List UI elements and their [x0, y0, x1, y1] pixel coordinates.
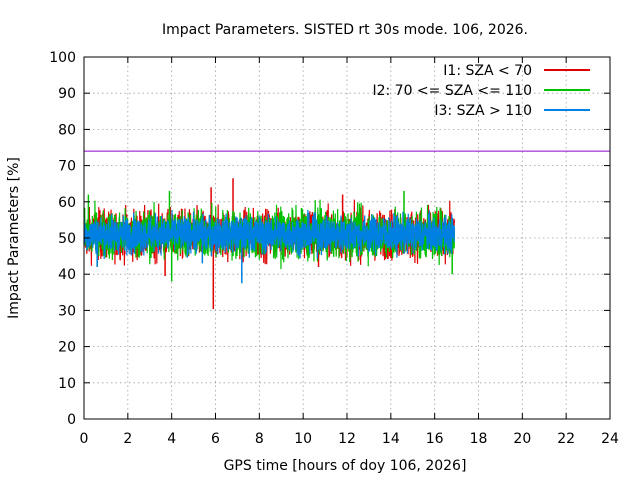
y-tick-label: 100	[49, 50, 76, 66]
y-tick-labels: 0 10 20 30 40 50 60 70 80 90 100	[49, 50, 76, 428]
x-tick-label: 10	[294, 431, 312, 447]
y-tick-label: 30	[58, 303, 76, 319]
y-tick-label: 70	[58, 159, 76, 175]
y-tick-label: 10	[58, 376, 76, 392]
axis-ticks	[83, 56, 611, 420]
legend-label: I1: SZA < 70	[443, 63, 532, 79]
legend: I1: SZA < 70 I2: 70 <= SZA <= 110 I3: SZA …	[372, 63, 590, 119]
series-3	[83, 209, 455, 284]
y-tick-label: 20	[58, 340, 76, 356]
y-axis-label: Impact Parameters [%]	[6, 157, 22, 319]
y-tick-label: 0	[67, 412, 76, 428]
series-layer	[83, 178, 455, 309]
x-tick-labels: 0 2 4 6 8 10 12 14 16 18 20 22 24	[80, 431, 619, 447]
x-tick-label: 2	[123, 431, 132, 447]
chart-title: Impact Parameters. SISTED rt 30s mode. 1…	[162, 22, 528, 38]
x-tick-label: 16	[426, 431, 444, 447]
x-tick-label: 20	[513, 431, 531, 447]
x-tick-label: 22	[557, 431, 575, 447]
series-line	[83, 209, 455, 260]
legend-label: I3: SZA > 110	[434, 103, 532, 119]
legend-label: I2: 70 <= SZA <= 110	[372, 83, 532, 99]
x-tick-label: 18	[470, 431, 488, 447]
y-tick-label: 50	[58, 231, 76, 247]
x-axis-label: GPS time [hours of doy 106, 2026]	[224, 458, 467, 474]
y-tick-label: 80	[58, 122, 76, 138]
y-tick-label: 60	[58, 195, 76, 211]
x-tick-label: 14	[382, 431, 400, 447]
x-tick-label: 4	[167, 431, 176, 447]
y-tick-label: 40	[58, 267, 76, 283]
y-tick-label: 90	[58, 86, 76, 102]
x-tick-label: 12	[338, 431, 356, 447]
x-tick-label: 24	[601, 431, 619, 447]
x-tick-label: 6	[211, 431, 220, 447]
x-tick-label: 8	[255, 431, 264, 447]
x-tick-label: 0	[80, 431, 89, 447]
